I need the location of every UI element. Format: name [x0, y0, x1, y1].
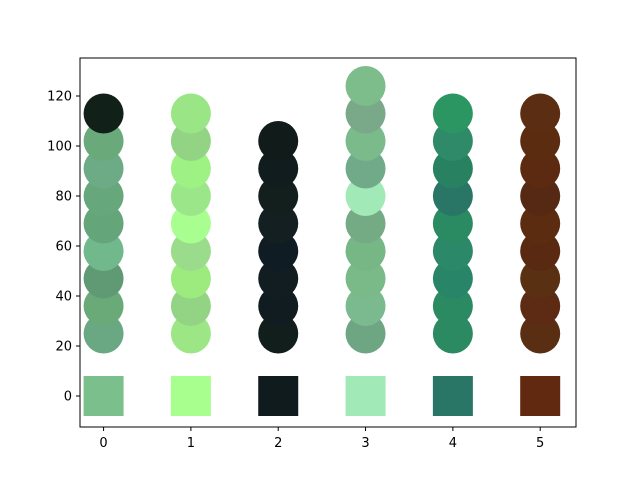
point-1-2: [170, 258, 211, 299]
point-1-5: [170, 176, 211, 216]
point-3-4: [345, 203, 386, 244]
y-tick-label-5: 100: [47, 140, 72, 155]
point-0-0: [83, 313, 124, 354]
point-4-0: [432, 313, 473, 354]
point-0-5: [83, 176, 124, 216]
y-tick-label-6: 120: [47, 90, 72, 105]
point-1-6: [170, 148, 211, 189]
point-5-3: [520, 231, 561, 271]
point-4-4: [432, 203, 473, 244]
point-1-1: [170, 286, 211, 326]
point-2-6: [258, 148, 299, 189]
point-1-4: [170, 203, 211, 244]
point-3-3: [345, 231, 386, 271]
swatch-2: [258, 376, 299, 416]
point-3-0: [345, 313, 386, 354]
point-3-9: [345, 66, 386, 106]
x-axis: 0 1 2 3 4 5: [99, 427, 544, 451]
x-tick-label-4: 4: [449, 436, 457, 451]
point-1-3: [170, 231, 211, 271]
x-tick-label-0: 0: [99, 436, 107, 451]
point-1-8: [170, 93, 211, 134]
point-2-3: [258, 231, 299, 271]
point-5-0: [520, 313, 561, 354]
point-5-5: [520, 176, 561, 216]
point-3-1: [345, 286, 386, 326]
plot-marks: [83, 66, 561, 416]
x-tick-label-2: 2: [274, 436, 282, 451]
point-5-8: [520, 93, 561, 134]
point-3-7: [345, 121, 386, 161]
point-3-6: [345, 148, 386, 189]
swatch-5: [520, 376, 561, 416]
point-0-1: [83, 286, 124, 326]
point-1-0: [170, 313, 211, 354]
point-2-2: [258, 258, 299, 299]
x-tick-label-3: 3: [361, 436, 369, 451]
point-4-1: [432, 286, 473, 326]
point-5-6: [520, 148, 561, 189]
point-4-5: [432, 176, 473, 216]
point-3-8: [345, 93, 386, 134]
point-0-3: [83, 231, 124, 271]
point-2-5: [258, 176, 299, 216]
y-axis: 0 20 40 60 80 100 120: [47, 90, 80, 405]
point-4-8: [432, 93, 473, 134]
point-5-4: [520, 203, 561, 244]
point-2-7: [258, 121, 299, 161]
point-3-2: [345, 258, 386, 299]
point-0-7: [83, 121, 124, 161]
point-4-3: [432, 231, 473, 271]
point-1-7: [170, 121, 211, 161]
x-tick-label-5: 5: [536, 436, 544, 451]
point-3-5: [345, 176, 386, 216]
y-tick-label-1: 20: [55, 340, 72, 355]
point-4-6: [432, 148, 473, 189]
y-tick-label-2: 40: [55, 290, 72, 305]
y-tick-label-3: 60: [55, 240, 72, 255]
point-5-2: [520, 258, 561, 299]
y-tick-label-4: 80: [55, 190, 72, 205]
plot-frame: [79, 57, 577, 428]
point-5-1: [520, 286, 561, 326]
point-2-0: [258, 313, 299, 354]
point-0-6: [83, 148, 124, 189]
swatch-0: [83, 376, 124, 416]
point-4-2: [432, 258, 473, 299]
x-tick-label-1: 1: [187, 436, 195, 451]
y-tick-label-0: 0: [64, 390, 72, 405]
point-2-1: [258, 286, 299, 326]
point-0-4: [83, 203, 124, 244]
point-5-7: [520, 121, 561, 161]
point-2-4: [258, 203, 299, 244]
point-0-2: [83, 258, 124, 299]
point-4-7: [432, 121, 473, 161]
point-0-8: [83, 93, 124, 134]
swatch-4: [432, 376, 473, 416]
swatch-3: [345, 376, 386, 416]
swatch-1: [170, 376, 211, 416]
